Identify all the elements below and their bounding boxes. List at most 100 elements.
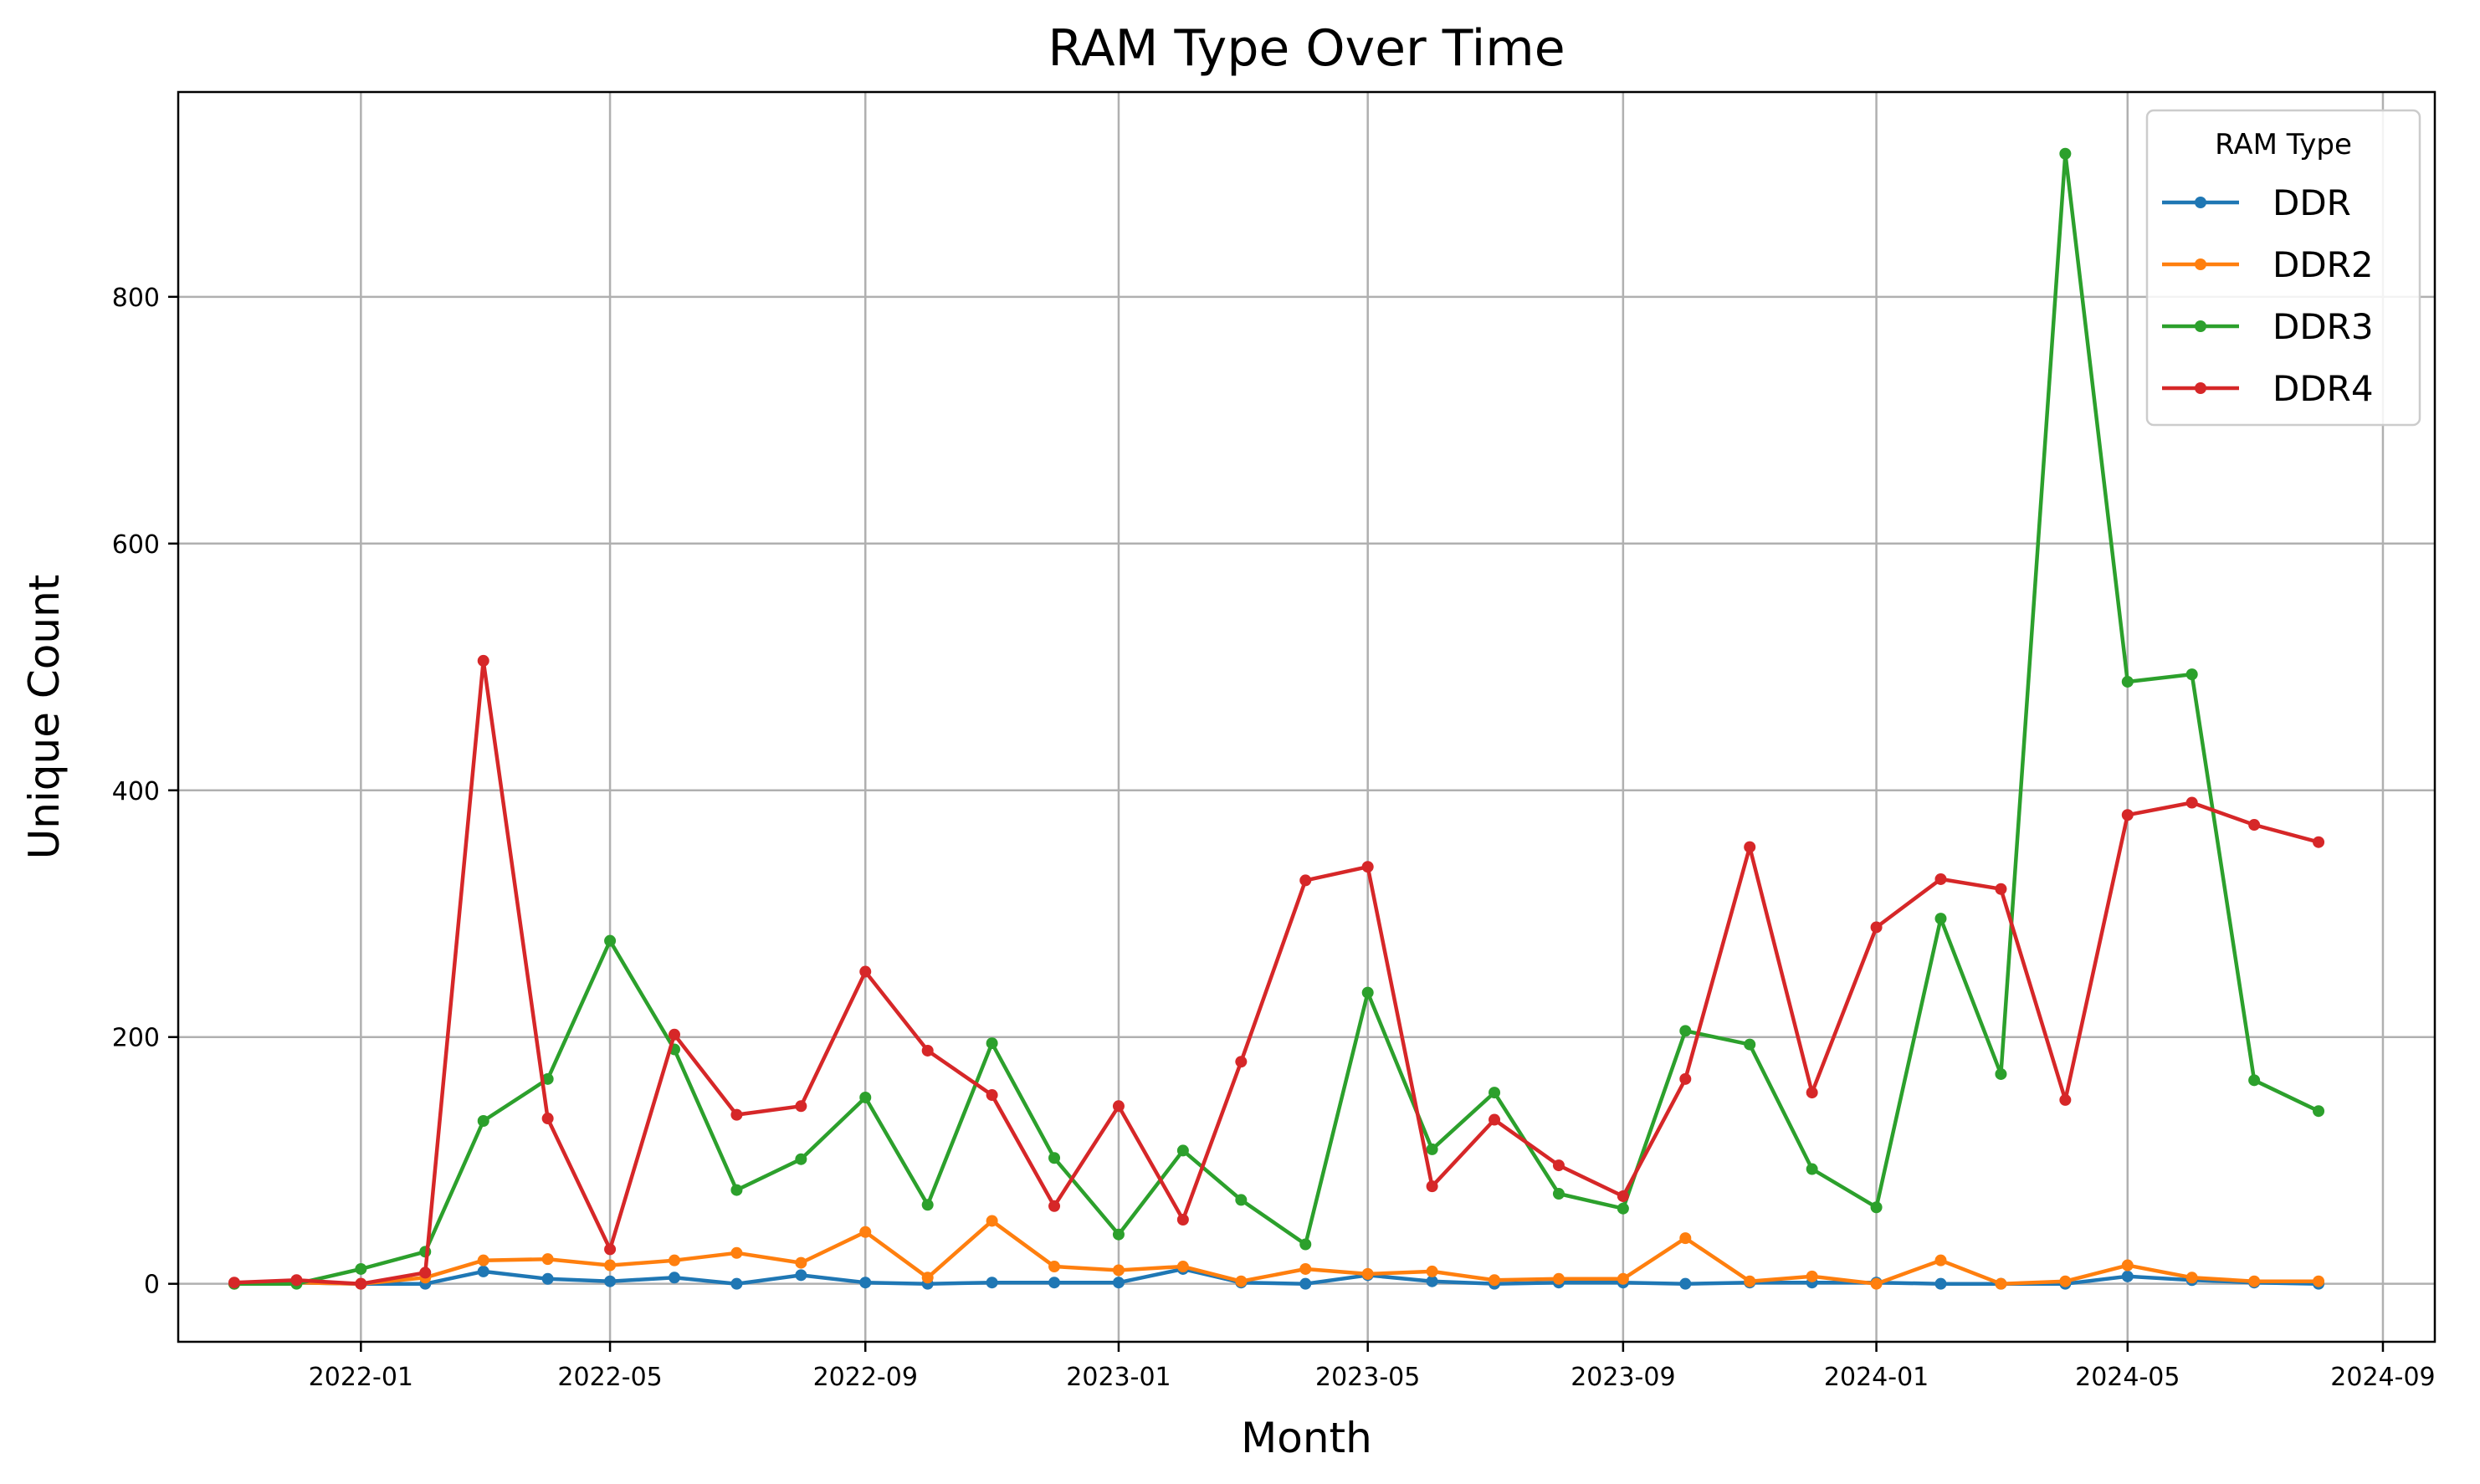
data-point-ddr2 bbox=[1744, 1275, 1756, 1287]
series-ddr4 bbox=[228, 654, 2325, 1290]
data-point-ddr3 bbox=[1048, 1152, 1061, 1164]
data-point-ddr bbox=[859, 1277, 872, 1289]
data-point-ddr3 bbox=[1806, 1163, 1818, 1175]
data-point-ddr4 bbox=[921, 1044, 934, 1057]
y-tick-label: 200 bbox=[112, 1024, 160, 1053]
legend-label: DDR bbox=[2272, 182, 2351, 223]
data-point-ddr4 bbox=[419, 1267, 432, 1279]
data-point-ddr bbox=[541, 1272, 554, 1285]
data-point-ddr3 bbox=[2121, 675, 2134, 688]
data-point-ddr3 bbox=[1744, 1038, 1756, 1051]
data-point-ddr4 bbox=[2185, 796, 2198, 809]
data-point-ddr2 bbox=[1617, 1272, 1629, 1285]
data-point-ddr bbox=[2121, 1270, 2134, 1282]
y-tick-label: 0 bbox=[144, 1271, 160, 1300]
y-tick-label: 800 bbox=[112, 284, 160, 313]
legend-label: DDR3 bbox=[2272, 306, 2374, 347]
data-point-ddr2 bbox=[1112, 1264, 1125, 1277]
x-tick-label: 2023-05 bbox=[1315, 1363, 1420, 1392]
data-point-ddr4 bbox=[355, 1277, 367, 1290]
x-tick-label: 2023-01 bbox=[1066, 1363, 1171, 1392]
data-point-ddr bbox=[1299, 1277, 1312, 1290]
legend-swatch-marker bbox=[2195, 320, 2206, 332]
data-point-ddr2 bbox=[2185, 1272, 2198, 1284]
data-point-ddr2 bbox=[1679, 1232, 1692, 1245]
data-point-ddr2 bbox=[1489, 1274, 1501, 1287]
data-point-ddr3 bbox=[1679, 1025, 1692, 1037]
data-point-ddr3 bbox=[986, 1037, 998, 1050]
data-point-ddr4 bbox=[1426, 1180, 1438, 1193]
legend-box bbox=[2145, 109, 2421, 427]
data-point-ddr bbox=[477, 1265, 489, 1277]
data-point-ddr4 bbox=[228, 1277, 240, 1289]
data-point-ddr2 bbox=[921, 1272, 934, 1284]
data-point-ddr2 bbox=[1176, 1261, 1189, 1273]
data-point-ddr2 bbox=[1870, 1277, 1883, 1290]
data-point-ddr2 bbox=[1806, 1270, 1818, 1282]
data-point-ddr2 bbox=[2313, 1275, 2325, 1287]
data-point-ddr3 bbox=[1552, 1188, 1565, 1200]
series-ddr bbox=[228, 1262, 2325, 1290]
data-point-ddr4 bbox=[668, 1028, 680, 1041]
series-line-ddr bbox=[232, 1267, 2321, 1286]
data-point-ddr3 bbox=[795, 1153, 807, 1165]
data-point-ddr3 bbox=[1299, 1238, 1312, 1251]
data-point-ddr4 bbox=[1299, 874, 1312, 887]
y-tick-label: 600 bbox=[112, 530, 160, 560]
data-point-ddr4 bbox=[1934, 872, 1947, 885]
legend-swatch-marker bbox=[2195, 382, 2206, 394]
data-point-ddr4 bbox=[986, 1089, 998, 1102]
data-point-ddr4 bbox=[1870, 921, 1883, 934]
legend-item-ddr: DDR bbox=[2162, 182, 2351, 223]
data-point-ddr3 bbox=[2059, 147, 2072, 160]
data-point-ddr4 bbox=[1995, 883, 2007, 895]
data-point-ddr2 bbox=[1426, 1265, 1438, 1277]
data-point-ddr3 bbox=[604, 934, 617, 947]
legend: RAM Type DDR DDR2 DDR3 DDR4 bbox=[2145, 109, 2421, 427]
data-point-ddr3 bbox=[2248, 1074, 2261, 1087]
data-point-ddr2 bbox=[541, 1253, 554, 1266]
data-point-ddr2 bbox=[986, 1215, 998, 1227]
x-tick-label: 2022-01 bbox=[309, 1363, 413, 1392]
data-point-ddr2 bbox=[1299, 1262, 1312, 1275]
data-point-ddr bbox=[668, 1272, 680, 1284]
legend-swatch-marker bbox=[2195, 258, 2206, 270]
data-point-ddr3 bbox=[921, 1199, 934, 1211]
data-point-ddr bbox=[986, 1277, 998, 1289]
data-point-ddr bbox=[1679, 1277, 1692, 1290]
x-tick-label: 2024-09 bbox=[2330, 1363, 2435, 1392]
data-point-ddr bbox=[604, 1275, 617, 1287]
data-point-ddr3 bbox=[1176, 1144, 1189, 1157]
data-point-ddr3 bbox=[1426, 1143, 1438, 1155]
data-point-ddr4 bbox=[1679, 1072, 1692, 1085]
data-point-ddr2 bbox=[1934, 1254, 1947, 1267]
legend-label: DDR4 bbox=[2272, 368, 2374, 409]
data-point-ddr4 bbox=[2313, 836, 2325, 848]
data-point-ddr3 bbox=[1995, 1067, 2007, 1080]
data-point-ddr4 bbox=[795, 1100, 807, 1113]
data-point-ddr2 bbox=[2059, 1275, 2072, 1287]
data-point-ddr2 bbox=[1995, 1277, 2007, 1290]
data-point-ddr3 bbox=[1112, 1228, 1125, 1241]
data-point-ddr3 bbox=[1617, 1202, 1629, 1215]
chart-title: RAM Type Over Time bbox=[1048, 19, 1565, 78]
data-point-ddr2 bbox=[2248, 1275, 2261, 1287]
data-point-ddr2 bbox=[859, 1226, 872, 1238]
data-point-ddr bbox=[795, 1269, 807, 1282]
data-point-ddr2 bbox=[1235, 1275, 1248, 1287]
x-axis-title: Month bbox=[1241, 1414, 1372, 1462]
data-point-ddr4 bbox=[2059, 1093, 2072, 1106]
data-point-ddr3 bbox=[355, 1262, 367, 1275]
series-layer bbox=[228, 147, 2325, 1290]
plot-frame bbox=[177, 90, 2436, 1343]
x-tick-label: 2024-05 bbox=[2075, 1363, 2180, 1392]
data-point-ddr4 bbox=[2121, 809, 2134, 821]
data-point-ddr3 bbox=[1361, 986, 1374, 999]
data-point-ddr4 bbox=[1552, 1159, 1565, 1172]
data-point-ddr4 bbox=[1617, 1190, 1629, 1202]
series-line-ddr4 bbox=[232, 658, 2321, 1286]
data-point-ddr4 bbox=[1048, 1200, 1061, 1212]
data-point-ddr bbox=[1934, 1277, 1947, 1290]
x-tick-label: 2023-09 bbox=[1570, 1363, 1675, 1392]
